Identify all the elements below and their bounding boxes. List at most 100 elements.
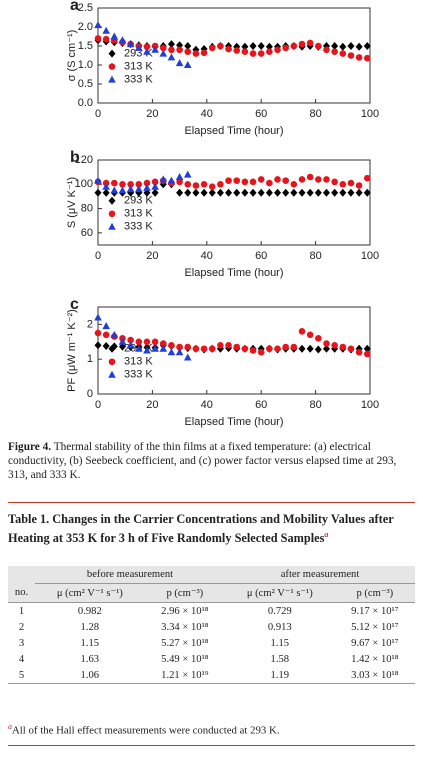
point (135, 338, 143, 346)
group-header: after measurement (225, 566, 415, 584)
point (314, 188, 322, 197)
point (274, 345, 281, 353)
point (339, 50, 347, 57)
point (322, 344, 330, 353)
point (249, 347, 257, 354)
point (184, 343, 192, 351)
point (257, 176, 265, 183)
point (282, 343, 289, 351)
cell: 1.15 (270, 637, 290, 649)
point (184, 180, 192, 188)
point (102, 331, 110, 339)
point (183, 170, 192, 178)
point (159, 49, 168, 57)
point (331, 341, 338, 349)
x-tick-label: 100 (361, 108, 379, 120)
point (363, 54, 371, 62)
y-axis-title: PF (μW m⁻¹ K⁻²) (66, 309, 78, 392)
point (331, 178, 338, 186)
point (184, 42, 192, 50)
cell: 5.49 × 10¹⁸ (161, 653, 209, 665)
point (323, 46, 330, 54)
point (217, 42, 224, 50)
point (257, 42, 265, 50)
legend-marker (108, 49, 116, 58)
point (94, 188, 102, 197)
point (94, 329, 102, 337)
legend-label: 333 K (124, 74, 153, 86)
x-tick-label: 80 (309, 108, 321, 120)
point (143, 179, 151, 187)
y-tick-label: 2 (87, 318, 93, 330)
cell: 4 (18, 653, 25, 665)
column-header: no. (8, 583, 36, 603)
x-tick-label: 0 (95, 108, 101, 120)
point (192, 345, 200, 353)
point (314, 345, 322, 354)
point (118, 337, 127, 345)
point (175, 59, 184, 67)
point (119, 180, 126, 188)
point (110, 330, 119, 338)
point (363, 188, 371, 197)
point (241, 42, 249, 51)
point (265, 42, 273, 51)
column-header: μ (cm² V⁻¹ s⁻¹) (35, 583, 145, 603)
panel-label: b (70, 149, 80, 166)
point (298, 188, 306, 197)
point (290, 343, 298, 351)
point (249, 188, 257, 197)
point (118, 186, 127, 194)
x-tick-label: 40 (201, 250, 213, 262)
legend-marker (108, 75, 116, 83)
note-text: All of the Hall effect measurements were… (12, 724, 280, 737)
point (208, 188, 216, 197)
x-axis-title: Elapsed Time (hour) (184, 267, 283, 279)
point (249, 42, 257, 50)
y-tick-label: 2.0 (78, 21, 93, 33)
point (315, 176, 322, 183)
point (233, 188, 241, 197)
table-title-text: Table 1. Changes in the Carrier Concentr… (8, 512, 394, 546)
cell: 3.03 × 10¹⁸ (334, 667, 415, 684)
table-body: 1 0.982 2.96 × 10¹⁸ 0.729 9.17 × 10¹⁷ 2 1.28 3.… (8, 603, 415, 684)
x-tick-label: 20 (146, 250, 158, 262)
point (102, 188, 110, 197)
plot-frame (97, 159, 371, 246)
y-axis-title: S (μV K⁻¹) (66, 177, 78, 228)
point (176, 188, 184, 197)
x-tick-label: 60 (255, 250, 267, 262)
cell: 5 (8, 667, 36, 684)
x-axis-title: Elapsed Time (hour) (184, 416, 283, 428)
point (110, 32, 119, 40)
point (159, 175, 168, 183)
y-tick-label: 2.5 (78, 2, 93, 14)
corner (8, 566, 36, 584)
point (159, 44, 167, 52)
point (225, 188, 233, 197)
point (363, 344, 371, 353)
point (355, 348, 363, 356)
point (167, 53, 176, 61)
legend-label: 293 K (124, 195, 153, 207)
point (102, 322, 110, 330)
panel-label: c (70, 296, 79, 313)
point (126, 341, 135, 349)
point (257, 188, 265, 197)
point (216, 188, 224, 197)
point (208, 183, 216, 191)
point (151, 45, 159, 53)
point (298, 176, 306, 183)
point (257, 348, 265, 356)
point (347, 345, 355, 353)
point (102, 26, 110, 34)
point (322, 188, 330, 197)
table-row: 3 1.15 5.27 × 10¹⁸ 1.15 9.67 × 10¹⁷ (8, 635, 415, 651)
x-tick-label: 0 (95, 250, 101, 262)
point (184, 188, 192, 197)
point (274, 188, 282, 197)
point (143, 346, 151, 354)
legend-label: 313 K (124, 208, 153, 220)
point (306, 331, 314, 339)
cell: 0.982 (77, 605, 102, 617)
